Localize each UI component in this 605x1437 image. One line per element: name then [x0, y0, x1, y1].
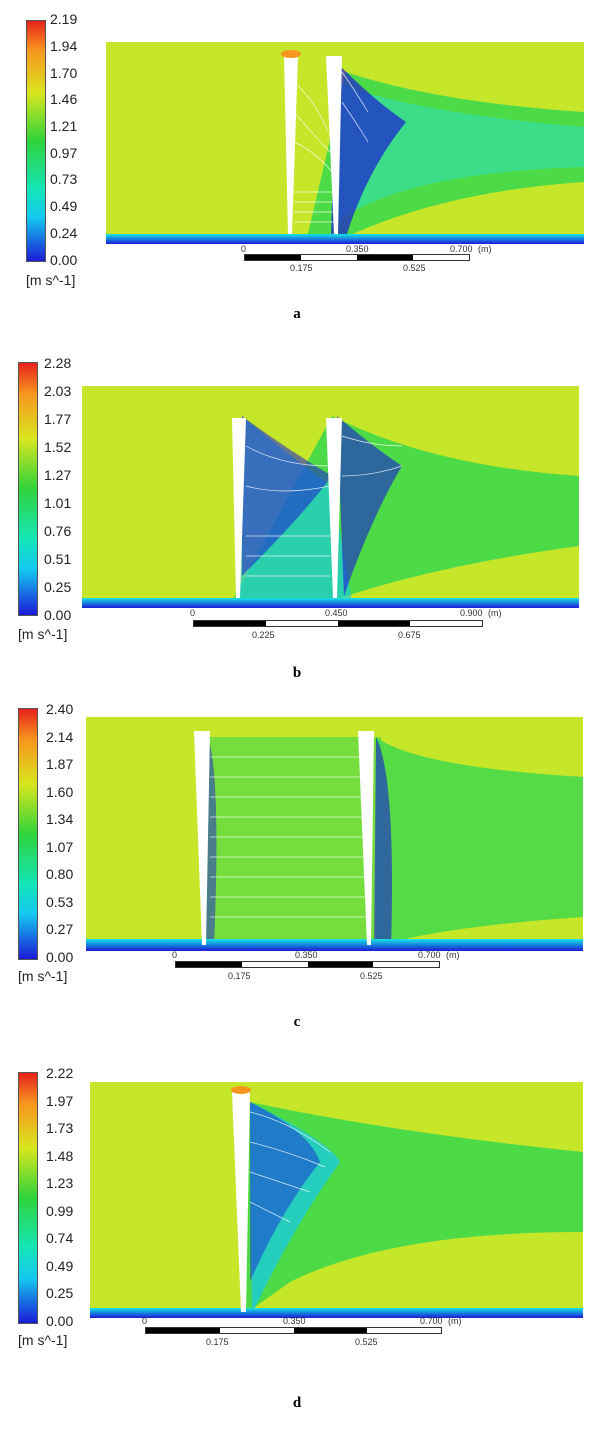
colorbar-unit: [m s^-1] [26, 272, 76, 288]
scale-label: 0.175 [228, 971, 251, 981]
scale-label: 0 [172, 950, 178, 960]
colorbar [18, 708, 38, 960]
colorbar-tick: 0.80 [46, 866, 74, 882]
scale-bar [175, 961, 440, 968]
colorbar-tick: 1.07 [46, 839, 74, 855]
scale-label: 0.700 [450, 244, 473, 254]
scale-label: 0 [142, 1316, 148, 1326]
panel-letter: d [292, 1395, 302, 1411]
colorbar-tick: 0.74 [46, 1230, 74, 1246]
scale-label: (m) [446, 950, 460, 960]
velocity-contour-field [82, 386, 579, 608]
scale-label: 0.350 [346, 244, 369, 254]
colorbar-tick: 0.00 [46, 949, 74, 965]
panel-a: 2.19 1.94 1.70 1.46 1.21 0.97 0.73 0.49 … [0, 0, 605, 330]
colorbar-tick: 0.49 [46, 1258, 74, 1274]
velocity-contour-field [90, 1082, 583, 1318]
scale-bar [145, 1327, 442, 1334]
colorbar [18, 362, 38, 616]
colorbar-tick: 0.51 [44, 551, 72, 567]
colorbar-tick: 0.99 [46, 1203, 74, 1219]
colorbar [18, 1072, 38, 1324]
scale-label: 0.225 [252, 630, 275, 640]
colorbar-tick: 1.23 [46, 1175, 74, 1191]
colorbar-tick: 0.27 [46, 921, 74, 937]
scale-label: 0.700 [420, 1316, 443, 1326]
panel-b: 2.28 2.03 1.77 1.52 1.27 1.01 0.76 0.51 … [0, 350, 605, 690]
panel-letter: c [293, 1014, 301, 1030]
scale-label: 0 [241, 244, 247, 254]
colorbar-tick: 1.27 [44, 467, 72, 483]
colorbar [26, 20, 46, 262]
colorbar-tick: 1.94 [50, 38, 78, 54]
panel-letter: b [292, 665, 302, 681]
colorbar-tick: 0.00 [44, 607, 72, 623]
scale-label: 0.525 [355, 1337, 378, 1347]
scale-label: 0.525 [360, 971, 383, 981]
colorbar-tick: 0.00 [50, 252, 78, 268]
colorbar-unit: [m s^-1] [18, 1332, 68, 1348]
colorbar-tick: 0.25 [44, 579, 72, 595]
scale-label: 0.175 [206, 1337, 229, 1347]
colorbar-tick: 1.01 [44, 495, 72, 511]
colorbar-tick: 1.48 [46, 1148, 74, 1164]
scale-label: 0.700 [418, 950, 441, 960]
scale-label: (m) [448, 1316, 462, 1326]
scale-bar [244, 254, 470, 261]
colorbar-tick: 1.34 [46, 811, 74, 827]
scale-label: (m) [488, 608, 502, 618]
colorbar-tick: 1.60 [46, 784, 74, 800]
scale-label: 0.525 [403, 263, 426, 273]
colorbar-tick: 2.19 [50, 11, 78, 27]
scale-bar [193, 620, 483, 627]
panel-d: 2.22 1.97 1.73 1.48 1.23 0.99 0.74 0.49 … [0, 1060, 605, 1437]
colorbar-tick: 1.46 [50, 91, 78, 107]
scale-label: 0.450 [325, 608, 348, 618]
colorbar-tick: 0.76 [44, 523, 72, 539]
colorbar-tick: 1.77 [44, 411, 72, 427]
colorbar-tick: 2.40 [46, 701, 74, 717]
colorbar-tick: 1.87 [46, 756, 74, 772]
colorbar-tick: 0.00 [46, 1313, 74, 1329]
colorbar-unit: [m s^-1] [18, 626, 68, 642]
scale-label: (m) [478, 244, 492, 254]
colorbar-tick: 0.25 [46, 1285, 74, 1301]
colorbar-tick: 1.52 [44, 439, 72, 455]
velocity-contour-field [86, 717, 583, 951]
scale-label: 0.350 [295, 950, 318, 960]
colorbar-unit: [m s^-1] [18, 968, 68, 984]
scale-label: 0.350 [283, 1316, 306, 1326]
colorbar-tick: 2.03 [44, 383, 72, 399]
colorbar-tick: 1.21 [50, 118, 78, 134]
colorbar-tick: 0.53 [46, 894, 74, 910]
scale-label: 0.175 [290, 263, 313, 273]
panel-letter: a [293, 306, 301, 322]
scale-label: 0.900 [460, 608, 483, 618]
colorbar-tick: 0.49 [50, 198, 78, 214]
colorbar-tick: 0.73 [50, 171, 78, 187]
colorbar-tick: 0.24 [50, 225, 78, 241]
velocity-contour-field [106, 42, 584, 244]
scale-label: 0 [190, 608, 196, 618]
colorbar-tick: 2.28 [44, 355, 72, 371]
colorbar-tick: 1.73 [46, 1120, 74, 1136]
panel-c: 2.40 2.14 1.87 1.60 1.34 1.07 0.80 0.53 … [0, 700, 605, 1035]
colorbar-tick: 1.97 [46, 1093, 74, 1109]
colorbar-tick: 2.14 [46, 729, 74, 745]
colorbar-tick: 2.22 [46, 1065, 74, 1081]
colorbar-tick: 0.97 [50, 145, 78, 161]
scale-label: 0.675 [398, 630, 421, 640]
colorbar-tick: 1.70 [50, 65, 78, 81]
